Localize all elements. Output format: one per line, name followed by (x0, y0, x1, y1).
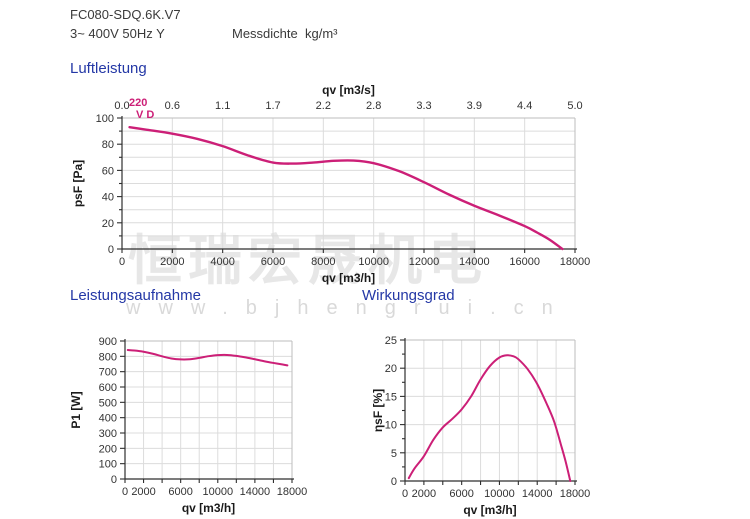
svg-text:5.0: 5.0 (567, 100, 582, 112)
power-curve (126, 349, 289, 367)
power-ticks (120, 340, 293, 483)
svg-text:qv [m3/h]: qv [m3/h] (463, 503, 516, 517)
model-number: FC080-SDQ.6K.V7 (70, 7, 181, 22)
svg-text:0: 0 (391, 476, 397, 488)
svg-text:2000: 2000 (160, 256, 184, 268)
svg-text:0: 0 (111, 474, 117, 486)
svg-text:200: 200 (99, 443, 117, 455)
svg-text:10: 10 (385, 420, 397, 432)
svg-text:300: 300 (99, 428, 117, 440)
efficiency-axis-titles: qv [m3/h] ηsF [%] (371, 389, 517, 517)
svg-text:1.7: 1.7 (265, 100, 280, 112)
svg-text:700: 700 (99, 367, 117, 379)
svg-text:5: 5 (391, 448, 397, 460)
svg-text:6000: 6000 (261, 256, 285, 268)
svg-text:3.3: 3.3 (416, 100, 431, 112)
section-title-airflow: Luftleistung (70, 60, 147, 77)
svg-text:800: 800 (99, 351, 117, 363)
airflow-chart: 0 2000 4000 6000 8000 10000 12000 14000 16000 180… (71, 83, 590, 285)
efficiency-frame (405, 339, 576, 481)
svg-text:4000: 4000 (210, 256, 234, 268)
efficiency-ticks (400, 339, 576, 485)
svg-text:80: 80 (102, 139, 114, 151)
svg-text:18000: 18000 (560, 488, 591, 500)
svg-text:500: 500 (99, 397, 117, 409)
airflow-curve (128, 125, 564, 251)
svg-text:qv [m3/h]: qv [m3/h] (322, 271, 375, 285)
svg-text:psF [Pa]: psF [Pa] (71, 160, 85, 207)
svg-text:15: 15 (385, 391, 397, 403)
svg-text:10000: 10000 (202, 486, 233, 498)
svg-text:ηsF [%]: ηsF [%] (371, 389, 385, 432)
svg-text:2.8: 2.8 (366, 100, 381, 112)
power-tick-labels: 0 2000 6000 10000 14000 180000100200300400500… (99, 336, 308, 498)
svg-text:0.0: 0.0 (114, 100, 129, 112)
svg-text:14000: 14000 (522, 488, 553, 500)
svg-text:600: 600 (99, 382, 117, 394)
svg-text:20: 20 (385, 363, 397, 375)
airflow-top-axis-labels: 0.0 0.6 1.1 1.7 2.2 2.8 3.3 3.9 4.4 5.0 qv [m3/s] (114, 83, 582, 112)
svg-text:18000: 18000 (560, 256, 591, 268)
svg-text:40: 40 (102, 192, 114, 204)
watermark-cjk-text: 恒瑞宏晟机电 (128, 231, 488, 291)
efficiency-axes (404, 338, 577, 482)
svg-text:0: 0 (122, 486, 128, 498)
svg-text:20: 20 (102, 218, 114, 230)
airflow-axes (121, 116, 577, 250)
power-axes (124, 339, 294, 480)
svg-text:14000: 14000 (459, 256, 490, 268)
power-frame (125, 340, 293, 479)
svg-text:10000: 10000 (358, 256, 389, 268)
svg-text:400: 400 (99, 413, 117, 425)
curve-voltage-label: 220 (129, 97, 148, 109)
watermark-url-text: www.bjhengrui.cn (126, 297, 571, 319)
svg-text:0: 0 (108, 244, 114, 256)
efficiency-tick-labels: 0 2000 6000 10000 14000 18000 0 5 10 15 20 25 (385, 335, 591, 500)
svg-text:qv [m3/h]: qv [m3/h] (182, 501, 235, 515)
svg-text:2000: 2000 (412, 488, 436, 500)
svg-text:6000: 6000 (168, 486, 192, 498)
svg-text:P1 [W]: P1 [W] (69, 391, 83, 428)
airflow-ticks (117, 117, 576, 253)
efficiency-curve (407, 354, 572, 482)
density-label: Messdichte kg/m³ (232, 26, 338, 41)
svg-text:100: 100 (96, 113, 114, 125)
section-title-efficiency: Wirkungsgrad (362, 287, 455, 304)
svg-text:8000: 8000 (311, 256, 335, 268)
svg-text:14000: 14000 (240, 486, 271, 498)
svg-text:4.4: 4.4 (517, 100, 532, 112)
svg-text:qv [m3/s]: qv [m3/s] (322, 83, 375, 97)
airflow-tick-labels: 0 2000 4000 6000 8000 10000 12000 14000 16000 180… (96, 113, 591, 268)
svg-text:16000: 16000 (509, 256, 540, 268)
svg-text:18000: 18000 (277, 486, 308, 498)
svg-text:10000: 10000 (484, 488, 515, 500)
airflow-frame (122, 117, 576, 249)
curve-voltage-label-2: V D (136, 109, 155, 121)
svg-text:0: 0 (119, 256, 125, 268)
svg-text:3.9: 3.9 (467, 100, 482, 112)
svg-text:2000: 2000 (131, 486, 155, 498)
section-title-power: Leistungsaufnahme (70, 287, 201, 304)
svg-text:0: 0 (402, 488, 408, 500)
power-spec: 3~ 400V 50Hz Y (70, 26, 165, 41)
svg-text:0.6: 0.6 (165, 100, 180, 112)
svg-text:25: 25 (385, 335, 397, 347)
power-axis-titles: qv [m3/h] P1 [W] (69, 391, 235, 515)
svg-text:60: 60 (102, 165, 114, 177)
power-chart: 0 2000 6000 10000 14000 180000100200300400500… (69, 336, 307, 515)
svg-text:1.1: 1.1 (215, 100, 230, 112)
svg-text:100: 100 (99, 459, 117, 471)
svg-text:6000: 6000 (449, 488, 473, 500)
svg-text:2.2: 2.2 (316, 100, 331, 112)
airflow-axis-titles: qv [m3/h] psF [Pa] (71, 160, 375, 285)
efficiency-chart: 0 2000 6000 10000 14000 18000 0 5 10 15 20 25 qv [m3… (371, 335, 590, 517)
svg-text:900: 900 (99, 336, 117, 348)
svg-text:12000: 12000 (409, 256, 440, 268)
